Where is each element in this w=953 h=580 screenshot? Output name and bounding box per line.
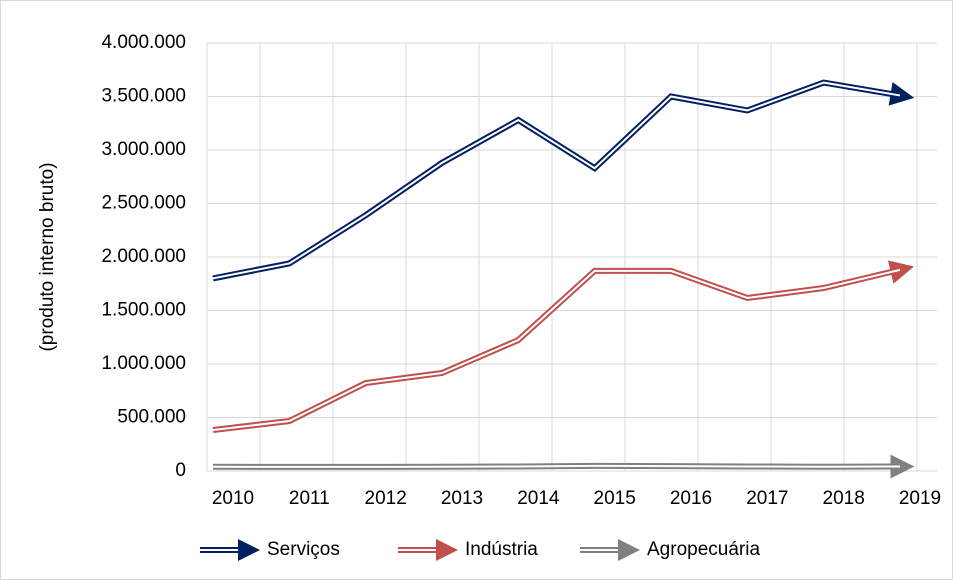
series-line-inner <box>212 464 901 468</box>
y-axis-label: (produto interno bruto) <box>37 162 58 351</box>
x-tick-label: 2016 <box>670 488 712 509</box>
legend-label: Indústria <box>465 539 538 560</box>
y-tick-label: 500.000 <box>117 407 186 428</box>
y-tick-label: 1.500.000 <box>101 300 186 321</box>
series-line-inner <box>212 81 901 280</box>
x-tick-label: 2014 <box>517 488 560 509</box>
x-tick-label: 2019 <box>899 488 941 509</box>
y-tick-label: 1.000.000 <box>101 353 186 374</box>
x-tick-label: 2013 <box>441 488 483 509</box>
legend-label: Agropecuária <box>647 539 760 560</box>
x-tick-label: 2017 <box>746 488 788 509</box>
x-tick-label: 2012 <box>365 488 407 509</box>
y-tick-label: 4.000.000 <box>101 32 186 53</box>
x-tick-label: 2011 <box>289 488 330 509</box>
x-tick-label: 2018 <box>823 488 865 509</box>
y-tick-label: 3.000.000 <box>101 139 186 160</box>
legend-arrow <box>618 539 640 561</box>
series-line-inner <box>212 268 901 432</box>
y-tick-label: 3.500.000 <box>101 86 186 107</box>
y-tick-label: 2.500.000 <box>101 193 186 214</box>
legend-arrow <box>436 539 458 561</box>
legend-label: Serviços <box>267 539 340 560</box>
y-tick-label: 2.000.000 <box>101 246 186 267</box>
legend-arrow <box>238 539 260 561</box>
y-tick-label: 0 <box>175 460 186 481</box>
x-tick-label: 2015 <box>594 488 636 509</box>
x-tick-label: 2010 <box>212 488 254 509</box>
